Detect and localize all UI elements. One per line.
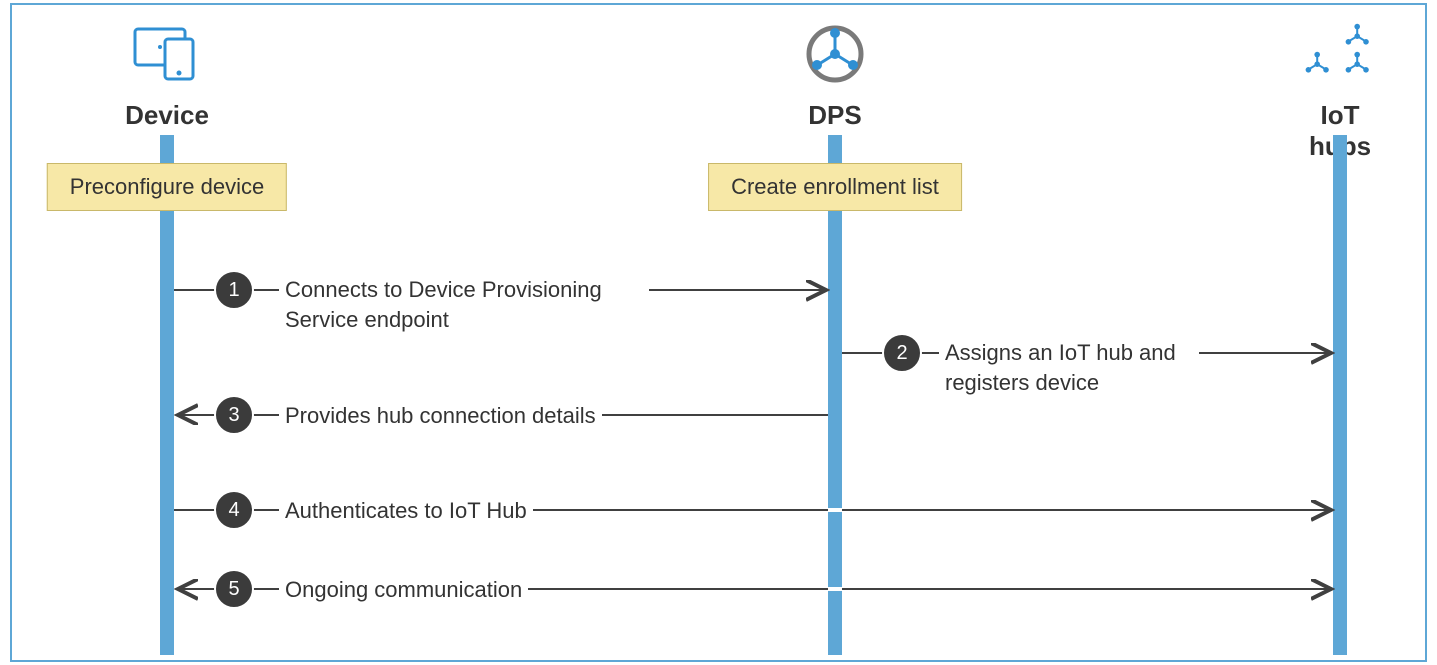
step-badge-1: 1	[214, 270, 254, 310]
stepbox-preconfigure: Preconfigure device	[47, 163, 287, 211]
iothubs-icon	[1302, 23, 1378, 85]
step-label-text: Connects to Device Provisioning Service …	[285, 277, 602, 332]
step-label-3: Provides hub connection details	[279, 401, 602, 431]
step-badge-4: 4	[214, 490, 254, 530]
step-label-text: Provides hub connection details	[285, 403, 596, 428]
step-label-2: Assigns an IoT hub and registers device	[939, 338, 1199, 397]
lifeline-gap	[828, 587, 842, 591]
step-badge-3: 3	[214, 395, 254, 435]
lifeline-dps	[828, 135, 842, 655]
step-badge-2: 2	[882, 333, 922, 373]
step-label-text: Authenticates to IoT Hub	[285, 498, 527, 523]
step-label-1: Connects to Device Provisioning Service …	[279, 275, 649, 334]
step-label-5: Ongoing communication	[279, 575, 528, 605]
lane-title-device: Device	[125, 100, 209, 131]
dps-icon	[804, 23, 866, 85]
step-label-text: Ongoing communication	[285, 577, 522, 602]
step-badge-5: 5	[214, 569, 254, 609]
device-icon	[131, 25, 203, 83]
diagram-frame: Device DPS IoT hubs Preconfigure device …	[10, 3, 1427, 662]
lifeline-device	[160, 135, 174, 655]
lane-title-dps: DPS	[808, 100, 861, 131]
step-label-text: Assigns an IoT hub and registers device	[945, 340, 1176, 395]
arrows-layer	[12, 5, 1429, 664]
stepbox-enrollment: Create enrollment list	[708, 163, 962, 211]
lifeline-gap	[828, 508, 842, 512]
lifeline-iothubs	[1333, 135, 1347, 655]
step-label-4: Authenticates to IoT Hub	[279, 496, 533, 526]
